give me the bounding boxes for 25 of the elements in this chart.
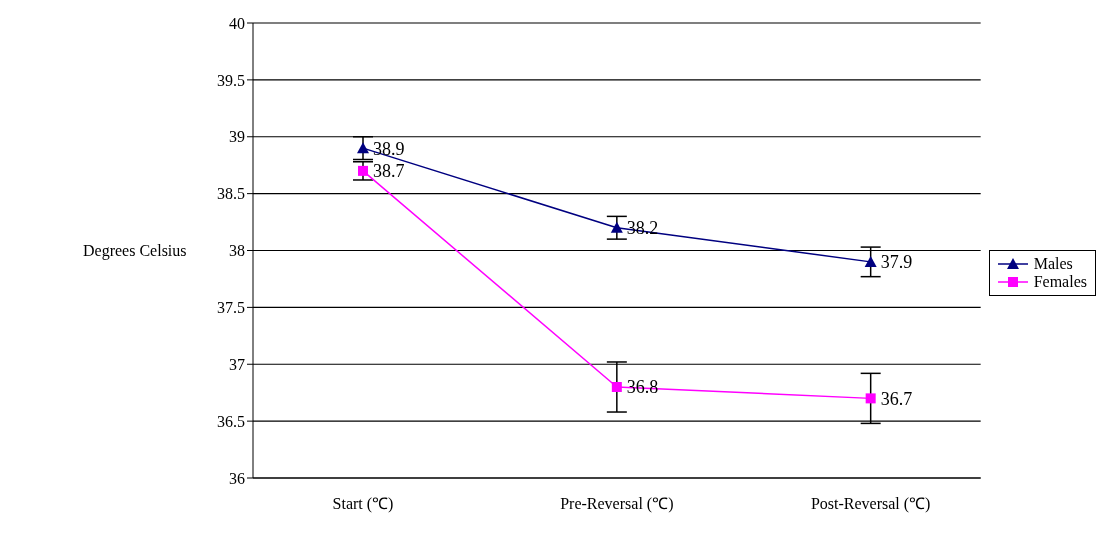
y-tick-label: 40 bbox=[229, 14, 245, 32]
data-label: 38.9 bbox=[373, 138, 405, 159]
y-tick-label: 36.5 bbox=[217, 412, 245, 430]
data-label: 36.7 bbox=[880, 388, 913, 409]
point bbox=[357, 142, 369, 154]
legend-label: Females bbox=[1033, 273, 1087, 291]
point bbox=[358, 165, 368, 176]
y-tick-label: 36 bbox=[229, 469, 245, 487]
y-axis-title: Degrees Celsius bbox=[83, 242, 187, 261]
y-tick-label: 37.5 bbox=[217, 299, 245, 317]
point bbox=[611, 382, 622, 392]
x-tick-label: Start (℃) bbox=[332, 495, 394, 514]
point bbox=[864, 255, 877, 267]
x-tick-label: Post-Reversal (℃) bbox=[810, 495, 931, 514]
y-tick-label: 38.5 bbox=[217, 185, 245, 203]
data-label: 38.7 bbox=[373, 161, 405, 182]
y-tick-label: 39 bbox=[229, 128, 245, 146]
point bbox=[610, 221, 623, 233]
data-label: 37.9 bbox=[880, 252, 913, 273]
y-tick-label: 39.5 bbox=[217, 71, 245, 89]
y-tick-label: 38 bbox=[229, 242, 245, 260]
legend-label: Males bbox=[1033, 255, 1073, 273]
x-tick-label: Pre-Reversal (℃) bbox=[560, 495, 674, 514]
point bbox=[865, 393, 876, 404]
y-tick-label: 37 bbox=[229, 355, 245, 373]
